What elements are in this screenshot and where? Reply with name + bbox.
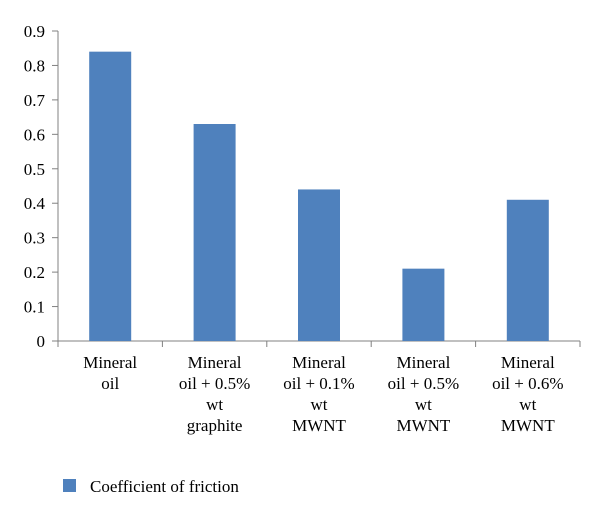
y-tick-label: 0.3 — [24, 229, 45, 248]
y-tick-label: 0.7 — [24, 91, 46, 110]
x-category-label: Mineral oil — [83, 353, 137, 393]
bar — [193, 124, 236, 341]
y-tick-label: 0.6 — [24, 125, 45, 144]
bar — [402, 268, 445, 341]
x-category-label: Mineral oil + 0.5% wt graphite — [179, 353, 250, 435]
bars — [89, 51, 549, 342]
bar — [89, 51, 132, 342]
y-tick-label: 0.4 — [24, 194, 46, 213]
legend-label: Coefficient of friction — [90, 477, 239, 496]
bar — [506, 199, 549, 341]
y-tick-label: 0.1 — [24, 298, 45, 317]
legend-swatch — [63, 479, 76, 492]
y-tick-label: 0 — [37, 332, 46, 351]
x-category-label: Mineral oil + 0.6% wt MWNT — [492, 353, 563, 435]
y-tick-label: 0.9 — [24, 22, 45, 41]
legend: Coefficient of friction — [63, 477, 239, 496]
y-tick-label: 0.8 — [24, 56, 45, 75]
x-category-label: Mineral oil + 0.1% wt MWNT — [283, 353, 354, 435]
x-category-label: Mineral oil + 0.5% wt MWNT — [388, 353, 459, 435]
y-tick-label: 0.2 — [24, 263, 45, 282]
y-axis: 0 0.1 0.2 0.3 0.4 0.5 0.6 0.7 0.8 0.9 — [24, 22, 59, 351]
bar — [298, 189, 340, 341]
y-tick-label: 0.5 — [24, 160, 45, 179]
x-axis: Mineral oil Mineral oil + 0.5% wt graphite Min… — [57, 340, 581, 435]
